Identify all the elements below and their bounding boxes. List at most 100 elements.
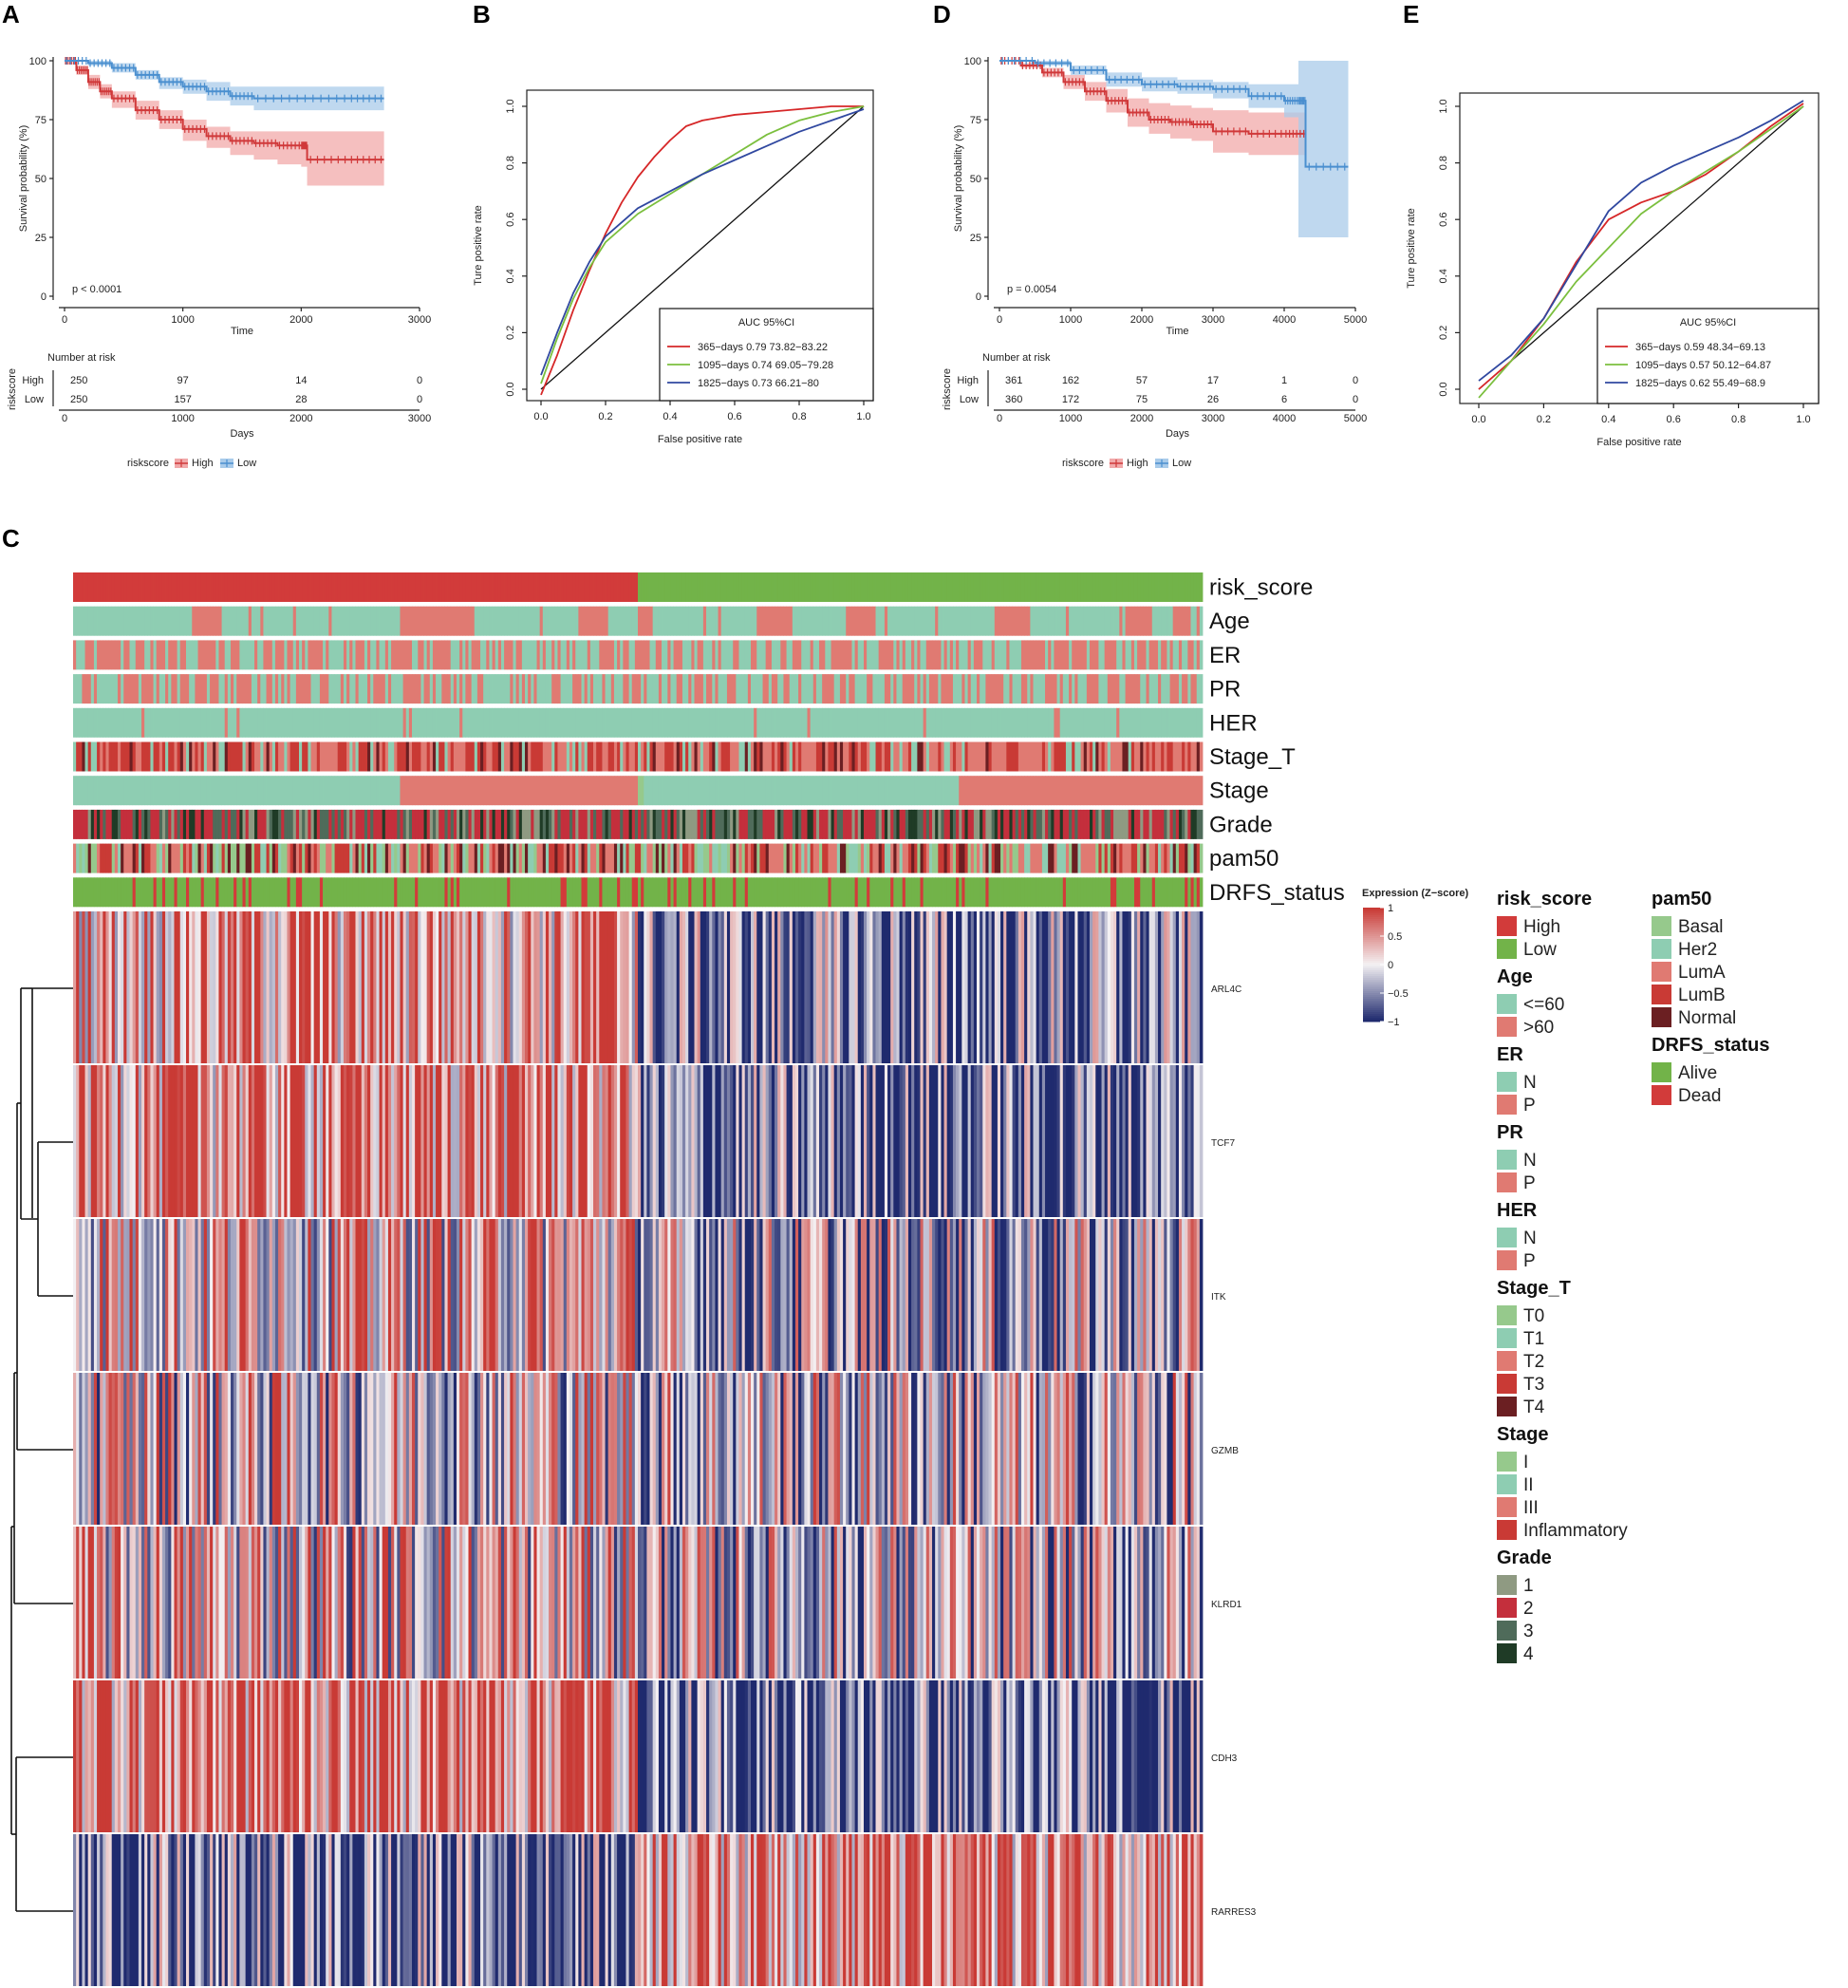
heatmap-cell [518, 911, 523, 1063]
annotation-cell [135, 843, 140, 873]
annotation-cell [100, 843, 103, 873]
annotation-cell [260, 707, 264, 738]
annotation-cell [843, 674, 847, 704]
annotation-cell [1092, 674, 1096, 704]
annotation-cell [121, 640, 124, 670]
annotation-cell [569, 877, 573, 908]
annotation-cell [610, 843, 615, 873]
annotation-cell [179, 776, 184, 806]
annotation-cell [384, 606, 389, 636]
annotation-cell [510, 707, 513, 738]
annotation-cell [560, 877, 565, 908]
annotation-cell [1051, 606, 1055, 636]
annotation-row-pam50 [73, 843, 1204, 873]
annotation-cell [854, 877, 859, 908]
heatmap-cell [349, 1065, 353, 1217]
annotation-cell [780, 707, 784, 738]
km-pvalue: p = 0.0054 [1007, 284, 1056, 295]
annotation-cell [447, 877, 452, 908]
annotation-cell [245, 809, 250, 839]
annotation-cell [476, 741, 481, 772]
heatmap-cell [905, 1065, 909, 1217]
annotation-cell [756, 606, 760, 636]
annotation-cell [768, 741, 773, 772]
annotation-cell [638, 674, 642, 704]
annotation-cell [794, 640, 799, 670]
annotation-cell [533, 877, 537, 908]
annotation-cell [545, 741, 550, 772]
annotation-cell [305, 843, 308, 873]
annotation-cell [346, 674, 350, 704]
annotation-cell [186, 640, 190, 670]
annotation-cell [1190, 674, 1195, 704]
annotation-cell [364, 877, 368, 908]
annotation-cell [617, 606, 621, 636]
annotation-cell [867, 606, 870, 636]
annotation-cell [620, 674, 624, 704]
heatmap-cell [1074, 911, 1078, 1063]
annotation-cell [762, 674, 767, 704]
annotation-cell [391, 877, 395, 908]
annotation-cell [1110, 843, 1114, 873]
annotation-cell [1030, 877, 1034, 908]
heatmap-cell [638, 1065, 642, 1217]
annotation-cell [1107, 674, 1111, 704]
annotation-cell [1030, 776, 1034, 806]
annotation-cell [539, 640, 544, 670]
annotation-cell [664, 877, 668, 908]
annotation-cell [641, 741, 644, 772]
annotation-cell [572, 877, 576, 908]
heatmap-cell [260, 911, 264, 1063]
annotation-cell [328, 877, 332, 908]
annotation-cell [174, 640, 178, 670]
heatmap-cell [87, 911, 92, 1063]
annotation-cell [382, 606, 386, 636]
annotation-cell [1054, 776, 1057, 806]
annotation-cell [928, 640, 933, 670]
annotation-cell [578, 640, 582, 670]
heatmap-cell [644, 1065, 647, 1217]
annotation-cell [215, 606, 219, 636]
annotation-cell [343, 707, 347, 738]
annotation-cell [420, 640, 424, 670]
annotation-cell [596, 674, 600, 704]
heatmap-cell [641, 911, 644, 1063]
annotation-cell [702, 606, 707, 636]
annotation-cell [1140, 572, 1144, 602]
heatmap-cell [679, 1065, 683, 1217]
heatmap-cell [192, 1065, 196, 1217]
annotation-cell [340, 606, 345, 636]
annotation-cell [1137, 809, 1141, 839]
annotation-cell [450, 741, 455, 772]
annotation-cell [147, 741, 151, 772]
heatmap-cell [79, 911, 83, 1063]
annotation-cell [1167, 809, 1170, 839]
annotation-cell [1065, 606, 1070, 636]
annotation-cell [281, 809, 285, 839]
annotation-cell [1000, 843, 1004, 873]
annotation-cell [436, 606, 439, 636]
annotation-cell [733, 674, 737, 704]
annotation-cell [551, 843, 555, 873]
annotation-cell [1090, 741, 1093, 772]
annotation-cell [1185, 707, 1188, 738]
annotation-cell [73, 606, 77, 636]
annotation-cell [507, 741, 511, 772]
annotation-cell [82, 674, 85, 704]
annotation-cell [1187, 809, 1191, 839]
annotation-cell [1187, 707, 1191, 738]
annotation-cell [87, 640, 92, 670]
annotation-cell [872, 741, 876, 772]
annotation-cell [476, 776, 481, 806]
annotation-cell [726, 843, 731, 873]
annotation-cell [90, 606, 95, 636]
heatmap-cell [617, 1065, 621, 1217]
annotation-cell [489, 877, 493, 908]
annotation-cell [1041, 640, 1046, 670]
annotation-cell [97, 572, 101, 602]
annotation-cell [736, 843, 739, 873]
annotation-cell [1048, 877, 1052, 908]
annotation-cell [1045, 707, 1049, 738]
annotation-cell [436, 707, 439, 738]
annotation-cell [189, 640, 193, 670]
